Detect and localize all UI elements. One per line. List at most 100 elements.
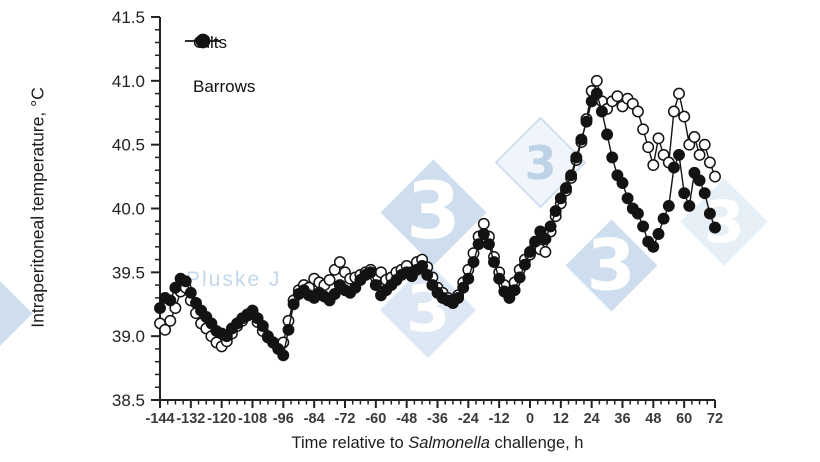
data-point-barrows: [493, 272, 506, 285]
data-point-gilts: [477, 217, 490, 230]
legend-item-barrows: Barrows: [184, 33, 256, 97]
data-point-barrows: [637, 220, 650, 233]
data-point-barrows: [462, 272, 475, 285]
x-tick-label: 48: [645, 411, 661, 427]
data-point-gilts: [688, 131, 701, 143]
x-tick-label: 36: [614, 411, 630, 427]
data-point-barrows: [590, 87, 603, 100]
data-point-barrows: [467, 256, 480, 269]
data-point-gilts: [698, 138, 711, 151]
data-point-barrows: [529, 235, 542, 248]
data-point-gilts: [159, 323, 172, 336]
data-point-barrows: [452, 291, 465, 304]
filled-circle-marker-icon: [185, 33, 221, 49]
x-tick-label: -108: [238, 411, 267, 427]
data-point-barrows: [508, 284, 521, 297]
data-point-gilts: [611, 90, 624, 103]
data-point-barrows: [164, 294, 177, 307]
data-point-gilts: [709, 170, 721, 183]
data-point-barrows: [169, 281, 182, 294]
x-axis-title-italic-term: Salmonella: [408, 434, 490, 452]
data-point-barrows: [154, 302, 166, 315]
x-tick-label: -24: [458, 411, 479, 427]
data-point-gilts: [333, 256, 346, 269]
data-point-gilts: [590, 74, 603, 87]
data-point-barrows: [554, 192, 567, 205]
y-tick-label: 39.5: [112, 263, 145, 282]
data-point-gilts: [539, 245, 552, 258]
data-point-barrows: [369, 279, 382, 292]
data-point-barrows: [652, 228, 665, 240]
x-axis-title: Time relative to Salmonella challenge, h: [160, 434, 715, 453]
data-point-gilts: [673, 87, 685, 100]
x-tick-label: 60: [676, 411, 692, 427]
data-point-barrows: [184, 286, 197, 299]
data-point-gilts: [164, 314, 177, 327]
data-point-gilts: [323, 274, 336, 286]
data-point-barrows: [256, 320, 269, 332]
data-point-barrows: [472, 238, 485, 251]
data-point-barrows: [488, 256, 500, 269]
data-point-barrows: [539, 233, 552, 246]
data-point-barrows: [544, 220, 557, 233]
data-point-barrows: [575, 133, 588, 146]
x-axis-title-pre: Time relative to: [291, 434, 409, 452]
legend-label-barrows: Barrows: [193, 77, 256, 96]
data-point-barrows: [328, 288, 341, 300]
x-tick-label: -132: [176, 411, 205, 427]
data-point-barrows: [601, 128, 614, 141]
data-point-gilts: [652, 132, 665, 145]
x-tick-label: -72: [335, 411, 356, 427]
data-point-barrows: [513, 271, 526, 284]
legend: Gilts Barrows: [184, 33, 255, 97]
data-point-gilts: [678, 110, 691, 123]
watermark-author-text: Pluske J: [186, 268, 282, 291]
data-point-gilts: [667, 105, 680, 118]
y-tick-label: 41.5: [112, 8, 145, 27]
data-point-barrows: [693, 174, 706, 187]
data-point-barrows: [457, 281, 470, 294]
x-tick-label: -36: [427, 411, 448, 427]
data-point-barrows: [570, 151, 583, 164]
x-tick-label: 12: [553, 411, 569, 427]
data-point-barrows: [631, 207, 644, 220]
data-point-barrows: [524, 245, 536, 258]
data-point-barrows: [277, 349, 290, 362]
data-point-gilts: [637, 123, 650, 136]
x-tick-label: 72: [707, 411, 723, 427]
data-point-gilts: [631, 105, 644, 118]
data-point-barrows: [364, 266, 377, 279]
data-point-barrows: [683, 199, 696, 212]
y-tick-label: 40.5: [112, 136, 145, 155]
data-point-barrows: [698, 187, 711, 200]
x-tick-label: -48: [396, 411, 417, 427]
data-point-barrows: [673, 148, 685, 161]
data-point-gilts: [642, 141, 655, 154]
data-point-barrows: [667, 161, 680, 174]
data-point-barrows: [482, 238, 495, 251]
y-tick-label: 40.0: [112, 200, 145, 219]
data-point-barrows: [709, 221, 721, 234]
data-point-barrows: [287, 298, 300, 311]
data-point-barrows: [518, 258, 531, 271]
x-tick-label: -96: [273, 411, 294, 427]
data-point-barrows: [477, 228, 490, 240]
data-point-barrows: [179, 275, 192, 288]
data-point-barrows: [703, 207, 716, 220]
data-point-barrows: [621, 192, 634, 205]
y-axis-title: Intraperitoneal temperature, °C: [27, 87, 48, 328]
data-point-barrows: [549, 205, 562, 218]
data-point-barrows: [421, 268, 434, 281]
x-tick-label: -120: [207, 411, 236, 427]
x-tick-label: 24: [584, 411, 600, 427]
y-tick-label: 39.0: [112, 327, 145, 346]
data-point-barrows: [565, 169, 578, 182]
data-point-barrows: [560, 182, 572, 195]
x-tick-label: -84: [304, 411, 325, 427]
data-point-gilts: [703, 156, 716, 169]
data-point-barrows: [282, 323, 295, 336]
y-tick-label: 38.5: [112, 391, 145, 410]
x-tick-label: 0: [526, 411, 534, 427]
